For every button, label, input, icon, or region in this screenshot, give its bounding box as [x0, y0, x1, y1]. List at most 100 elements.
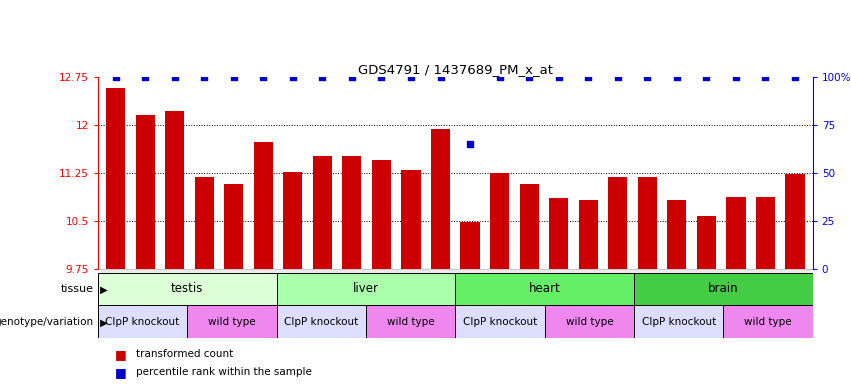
Bar — [337, 269, 367, 334]
Text: testis: testis — [171, 283, 203, 295]
Bar — [632, 269, 662, 334]
Point — [729, 74, 743, 80]
Point — [316, 74, 329, 80]
Point — [611, 74, 625, 80]
Bar — [248, 269, 278, 334]
Bar — [751, 269, 780, 334]
Point — [581, 74, 595, 80]
Point — [641, 74, 654, 80]
Text: wild type: wild type — [387, 316, 434, 327]
Point — [700, 74, 713, 80]
Text: transformed count: transformed count — [136, 349, 233, 359]
Bar — [697, 216, 716, 384]
Bar — [637, 177, 657, 384]
Bar — [283, 172, 302, 384]
Text: ■: ■ — [115, 348, 127, 361]
Bar — [579, 200, 597, 384]
Point — [374, 74, 388, 80]
Point — [493, 74, 506, 80]
Bar — [726, 197, 745, 384]
Title: GDS4791 / 1437689_PM_x_at: GDS4791 / 1437689_PM_x_at — [357, 63, 553, 76]
Bar — [545, 305, 634, 338]
Point — [168, 74, 181, 80]
Text: ▶: ▶ — [97, 317, 107, 328]
Bar — [98, 305, 187, 338]
Point — [197, 74, 211, 80]
Bar — [307, 269, 337, 334]
Bar — [277, 273, 455, 305]
Bar — [426, 269, 455, 334]
Point — [758, 74, 772, 80]
Bar — [455, 269, 485, 334]
Text: genotype/variation: genotype/variation — [0, 316, 94, 327]
Bar — [723, 305, 813, 338]
Bar — [130, 269, 160, 334]
Text: brain: brain — [708, 283, 739, 295]
Bar — [224, 184, 243, 384]
Point — [788, 74, 802, 80]
Text: ■: ■ — [115, 366, 127, 379]
Bar — [460, 222, 480, 384]
Bar — [313, 156, 332, 384]
Point — [227, 74, 241, 80]
Point — [523, 74, 536, 80]
Bar — [98, 273, 277, 305]
Bar — [692, 269, 721, 334]
Point — [551, 74, 565, 80]
Bar — [549, 199, 568, 384]
Bar — [667, 200, 687, 384]
Bar — [780, 269, 810, 334]
Bar — [662, 269, 692, 334]
Bar — [634, 273, 813, 305]
Text: ClpP knockout: ClpP knockout — [463, 316, 537, 327]
Bar — [106, 88, 125, 384]
Bar — [277, 305, 366, 338]
Bar — [190, 269, 219, 334]
Bar — [100, 269, 130, 334]
Text: heart: heart — [528, 283, 561, 295]
Bar — [254, 142, 273, 384]
Bar — [367, 269, 397, 334]
Point — [139, 74, 152, 80]
Bar — [402, 170, 420, 384]
Bar — [608, 177, 627, 384]
Bar — [165, 111, 185, 384]
Point — [256, 74, 270, 80]
Point — [346, 74, 359, 80]
Bar — [160, 269, 190, 334]
Bar — [342, 156, 362, 384]
Bar — [366, 305, 455, 338]
Point — [434, 74, 448, 80]
Bar — [195, 177, 214, 384]
Text: liver: liver — [353, 283, 379, 295]
Text: ClpP knockout: ClpP knockout — [642, 316, 716, 327]
Bar — [455, 305, 545, 338]
Text: wild type: wild type — [566, 316, 613, 327]
Bar — [278, 269, 307, 334]
Bar — [756, 197, 775, 384]
Bar — [372, 160, 391, 384]
Bar — [785, 174, 804, 384]
Text: percentile rank within the sample: percentile rank within the sample — [136, 367, 312, 377]
Bar — [455, 273, 634, 305]
Text: ▶: ▶ — [97, 285, 107, 295]
Bar — [574, 269, 603, 334]
Bar — [219, 269, 248, 334]
Text: wild type: wild type — [208, 316, 255, 327]
Bar — [135, 114, 155, 384]
Text: ClpP knockout: ClpP knockout — [106, 316, 180, 327]
Bar — [519, 184, 539, 384]
Text: wild type: wild type — [745, 316, 791, 327]
Point — [404, 74, 418, 80]
Bar — [544, 269, 574, 334]
Bar — [514, 269, 544, 334]
Bar — [431, 129, 450, 384]
Point — [109, 74, 123, 80]
Bar — [721, 269, 751, 334]
Point — [286, 74, 300, 80]
Bar — [634, 305, 723, 338]
Point — [463, 141, 477, 147]
Text: ClpP knockout: ClpP knockout — [284, 316, 358, 327]
Text: tissue: tissue — [60, 284, 94, 294]
Bar — [485, 269, 514, 334]
